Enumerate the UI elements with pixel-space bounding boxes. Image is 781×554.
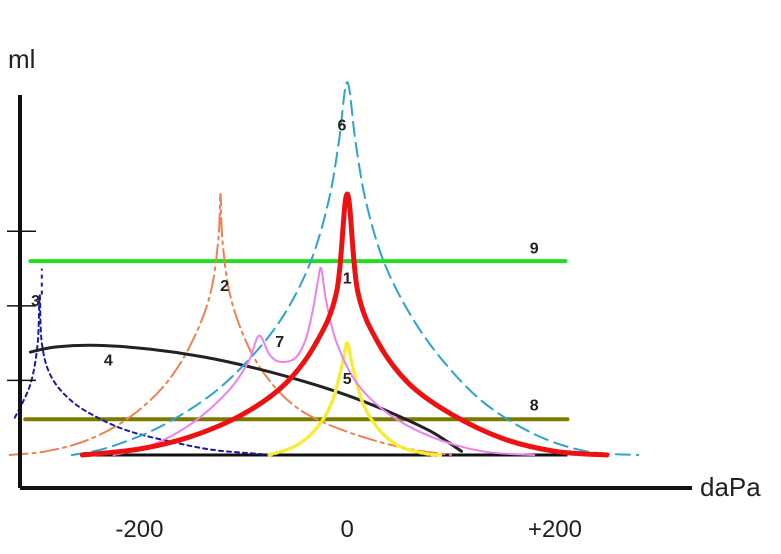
series-7-label: 7 (275, 334, 284, 351)
series-7-line (112, 266, 536, 456)
x-tick-label: +200 (528, 516, 582, 543)
curves-layer (8, 81, 640, 458)
y-ticks (7, 230, 36, 382)
axes-layer (7, 95, 692, 490)
series-6-line (70, 81, 640, 456)
labels-layer: ml daPa -200 0 +200 1 2 3 4 5 6 7 8 9 (8, 44, 761, 543)
series-1-line (79, 191, 610, 458)
series-3-line (13, 293, 276, 456)
y-axis-title: ml (8, 44, 35, 74)
series-4-line (28, 343, 463, 453)
x-tick-labels: -200 0 +200 (115, 516, 582, 543)
series-2-label: 2 (220, 278, 229, 295)
x-tick-label: 0 (341, 516, 354, 543)
series-6-label: 6 (338, 118, 347, 135)
x-axis-title: daPa (700, 472, 761, 502)
curve-labels: 1 2 3 4 5 6 7 8 9 (31, 118, 539, 415)
series-5-line (267, 341, 443, 457)
series-1-label: 1 (343, 270, 352, 287)
series-2-line (8, 192, 453, 456)
series-4-label: 4 (104, 353, 113, 370)
series-9-label: 9 (530, 241, 539, 258)
series-5-label: 5 (343, 371, 352, 388)
series-3-label: 3 (31, 293, 40, 310)
series-8-label: 8 (530, 397, 539, 414)
x-tick-label: -200 (115, 516, 163, 543)
